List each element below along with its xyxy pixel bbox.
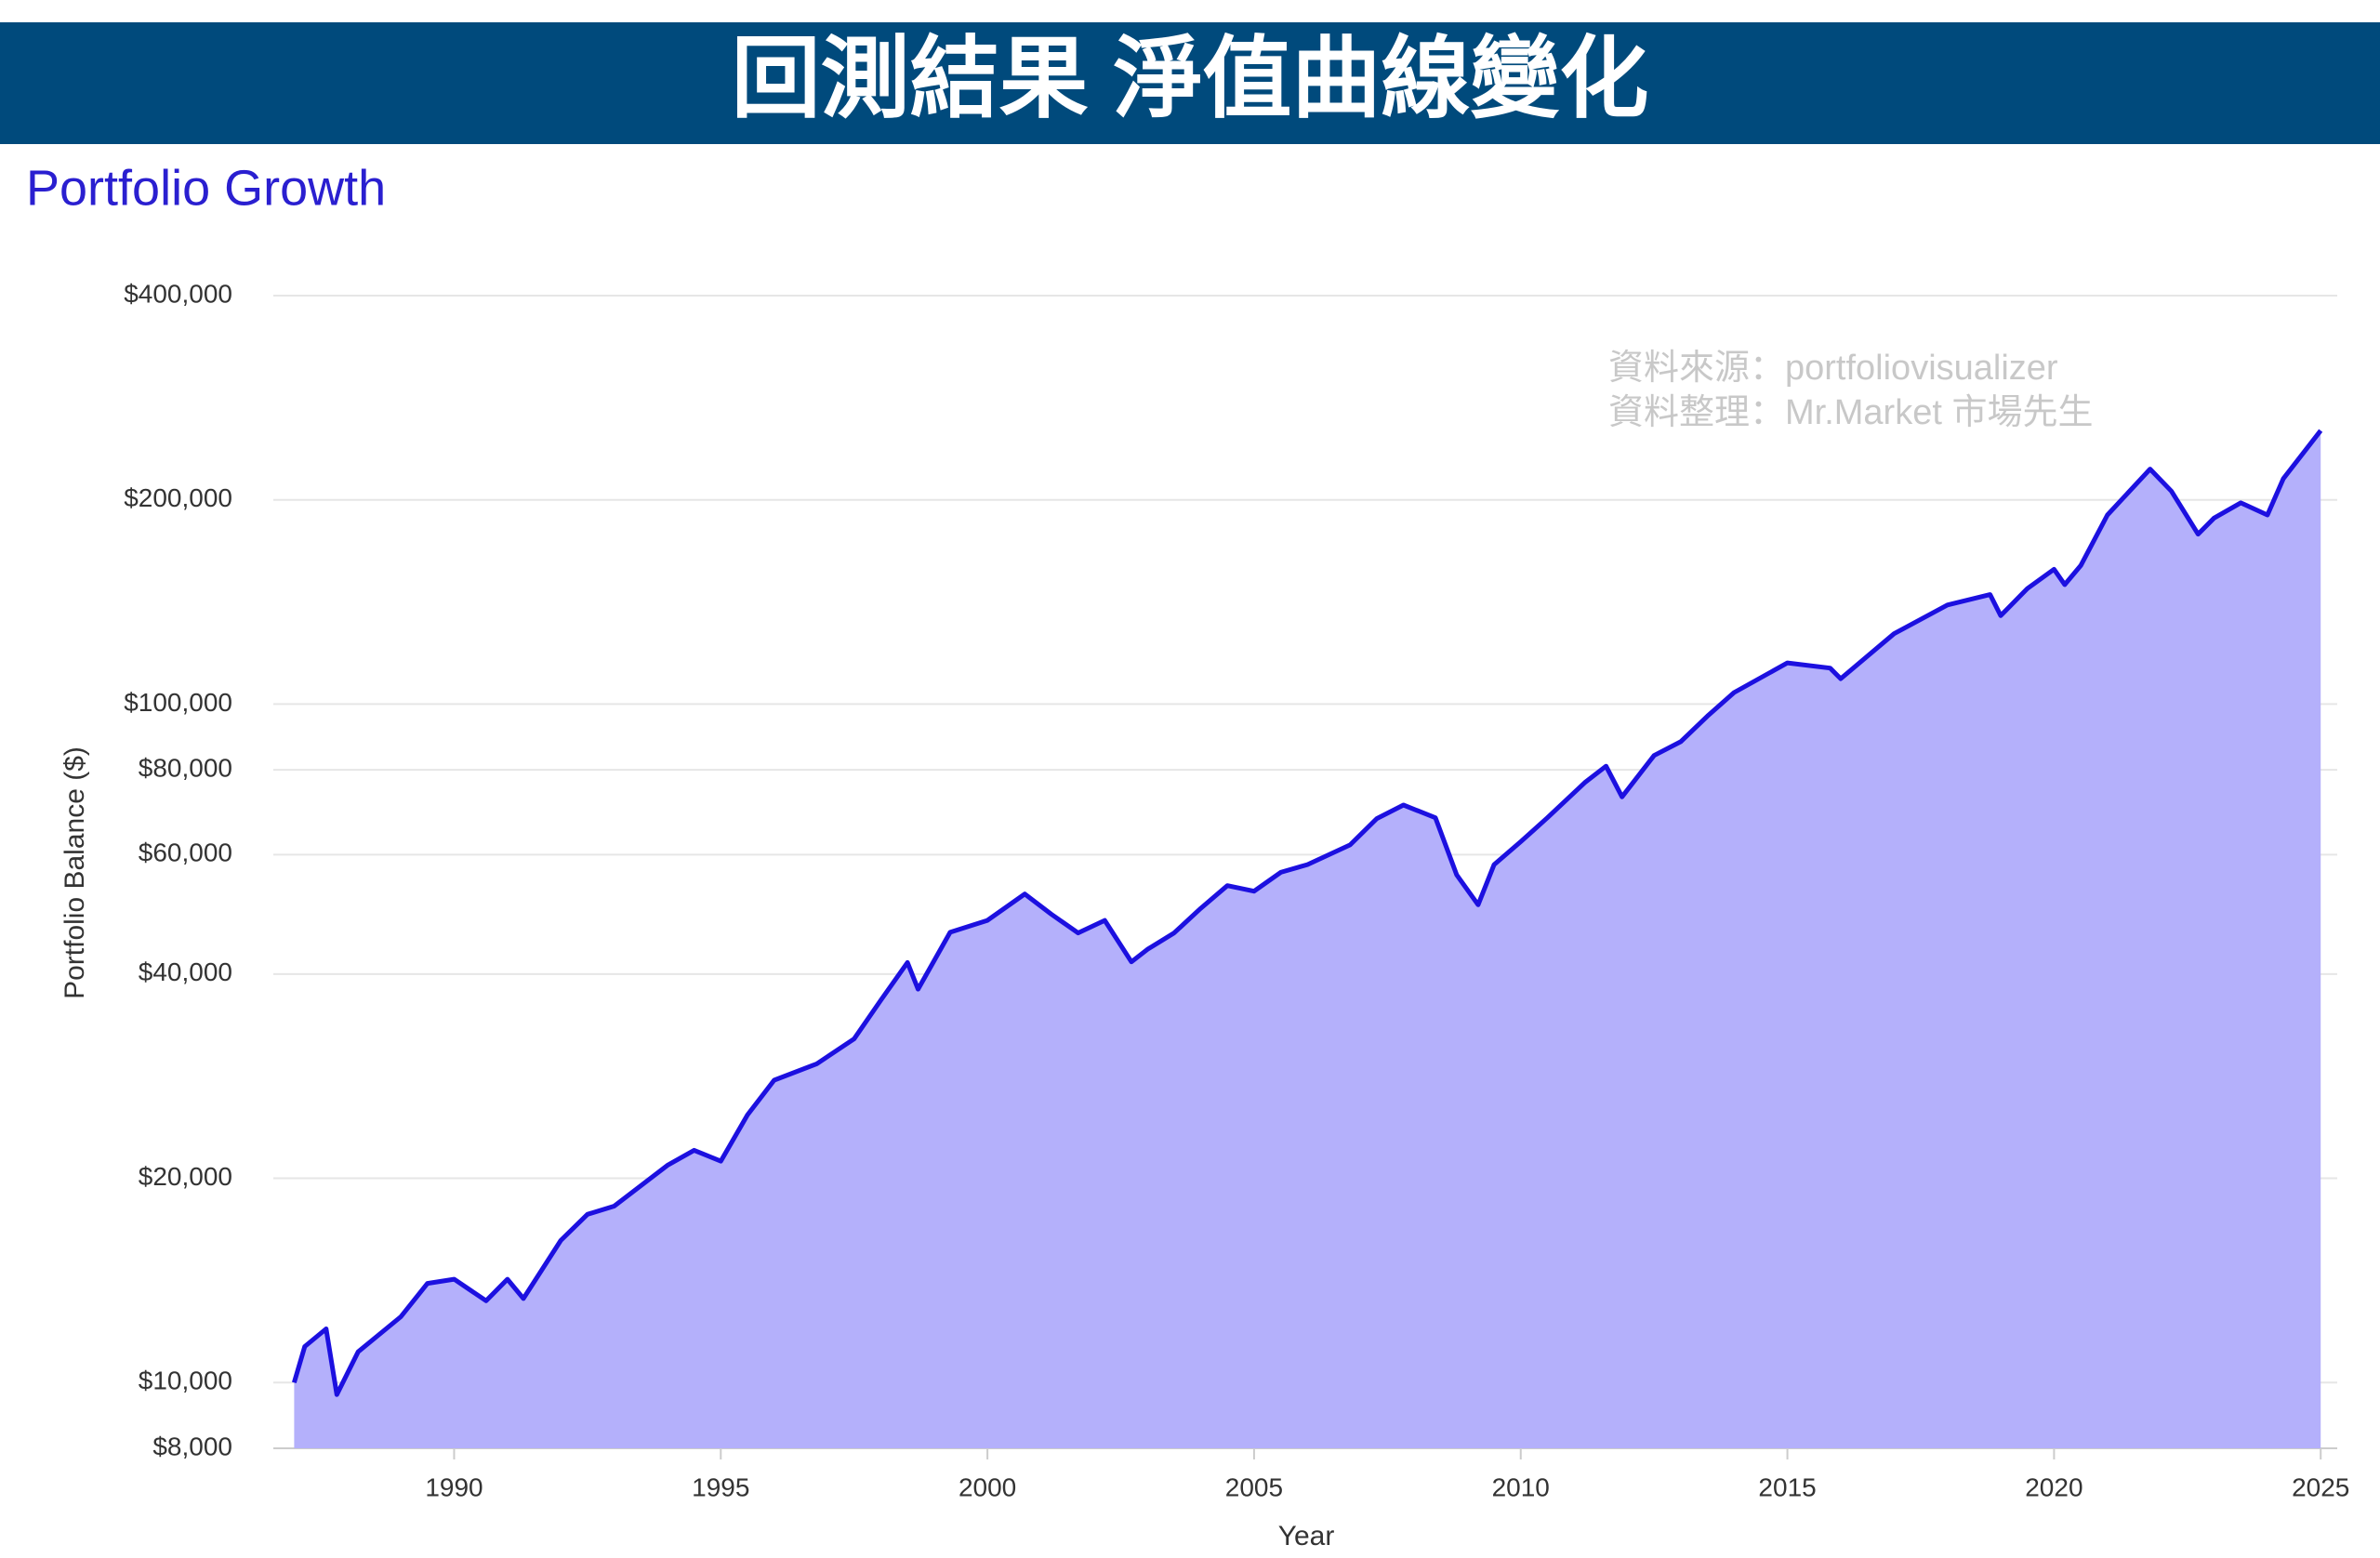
- x-tick-label: 2000: [959, 1472, 1016, 1501]
- x-tick-label: 2010: [1492, 1472, 1550, 1501]
- area-fill: [294, 430, 2321, 1449]
- y-axis-label: Portfolio Balance ($): [60, 746, 90, 999]
- x-tick-label: 1990: [425, 1472, 483, 1501]
- y-tick-label: $60,000: [139, 838, 232, 867]
- x-tick-label: 1995: [692, 1472, 749, 1501]
- y-tick-label: $8,000: [152, 1432, 232, 1460]
- x-tick-label: 2005: [1225, 1472, 1283, 1501]
- x-tick-label: 2020: [2025, 1472, 2082, 1501]
- watermark: 資料整理：Mr.Market 市場先生: [1608, 393, 2093, 432]
- line: [292, 429, 2323, 1397]
- y-tick-label: $80,000: [139, 754, 232, 783]
- y-tick-label: $20,000: [139, 1162, 232, 1191]
- x-tick-label: 2015: [1758, 1472, 1816, 1501]
- watermark: 資料來源：portfoliovisualizer: [1608, 349, 2058, 388]
- y-tick-label: $400,000: [124, 279, 232, 308]
- y-tick-label: $200,000: [124, 483, 232, 512]
- y-tick-label: $10,000: [139, 1367, 232, 1395]
- x-tick-label: 2025: [2292, 1472, 2349, 1501]
- y-tick-label: $40,000: [139, 957, 232, 986]
- x-axis-label: Year: [1278, 1521, 1335, 1551]
- y-tick-label: $100,000: [124, 688, 232, 717]
- header-band: [0, 22, 2380, 144]
- header-title: 回測結果 淨值曲線變化: [732, 29, 1649, 128]
- chart-title: Portfolio Growth: [26, 160, 386, 216]
